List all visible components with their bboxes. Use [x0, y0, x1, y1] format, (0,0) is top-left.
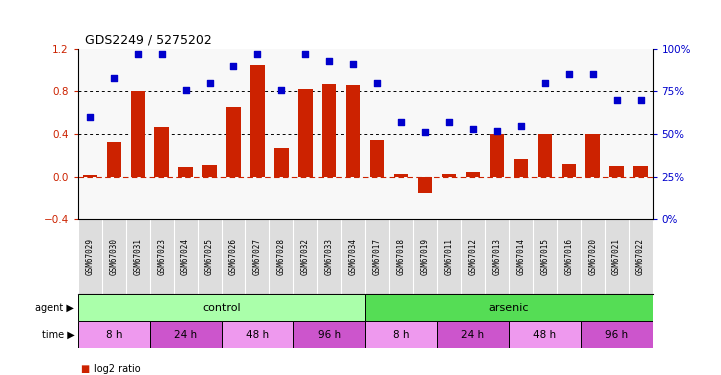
Bar [221, 321, 293, 348]
Point [84, 114, 96, 120]
Bar [513, 159, 528, 177]
Bar [490, 134, 504, 177]
Point [634, 97, 646, 103]
Text: GSM67023: GSM67023 [157, 238, 166, 275]
Text: agent ▶: agent ▶ [35, 303, 74, 313]
Point [539, 80, 551, 86]
Point [180, 87, 191, 93]
Bar [370, 141, 384, 177]
Text: GSM67024: GSM67024 [181, 238, 190, 275]
Bar [609, 166, 624, 177]
Text: GSM67028: GSM67028 [277, 238, 286, 275]
Bar [298, 89, 312, 177]
Text: 48 h: 48 h [534, 330, 557, 340]
Text: GSM67032: GSM67032 [301, 238, 310, 275]
Text: GSM67033: GSM67033 [324, 238, 334, 275]
Bar [633, 166, 647, 177]
Point [156, 51, 167, 57]
Bar [365, 321, 437, 348]
Point [515, 123, 526, 129]
Bar [509, 321, 580, 348]
Point [275, 87, 287, 93]
Bar [274, 148, 288, 177]
Point [348, 61, 359, 67]
Text: GSM67019: GSM67019 [420, 238, 430, 275]
Text: 8 h: 8 h [393, 330, 410, 340]
Bar [154, 127, 169, 177]
Text: time ▶: time ▶ [42, 330, 74, 340]
Text: arsenic: arsenic [489, 303, 529, 313]
Text: GSM67015: GSM67015 [540, 238, 549, 275]
Text: 96 h: 96 h [318, 330, 341, 340]
Text: GSM67017: GSM67017 [373, 238, 381, 275]
Text: GSM67029: GSM67029 [85, 238, 94, 275]
Text: GSM67018: GSM67018 [397, 238, 406, 275]
Text: GSM67016: GSM67016 [565, 238, 573, 275]
Text: 8 h: 8 h [105, 330, 122, 340]
Bar [150, 321, 221, 348]
Text: GSM67030: GSM67030 [110, 238, 118, 275]
Text: control: control [202, 303, 241, 313]
Point [491, 128, 503, 134]
Point [204, 80, 216, 86]
Bar [226, 107, 241, 177]
Bar [78, 321, 150, 348]
Text: GSM67034: GSM67034 [349, 238, 358, 275]
Bar [365, 294, 653, 321]
Bar [322, 84, 337, 177]
Point [299, 51, 311, 57]
Text: GSM67027: GSM67027 [253, 238, 262, 275]
Bar [107, 141, 121, 177]
Text: GSM67014: GSM67014 [516, 238, 526, 275]
Point [563, 71, 575, 77]
Text: GSM67021: GSM67021 [612, 238, 621, 275]
Point [395, 119, 407, 125]
Text: ■: ■ [80, 364, 89, 374]
Point [371, 80, 383, 86]
Bar [442, 174, 456, 177]
Text: 48 h: 48 h [246, 330, 269, 340]
Point [587, 71, 598, 77]
Bar [250, 65, 265, 177]
Point [467, 126, 479, 132]
Text: GSM67025: GSM67025 [205, 238, 214, 275]
Bar [418, 177, 432, 193]
Bar [293, 321, 366, 348]
Point [324, 58, 335, 64]
Point [108, 75, 120, 81]
Text: 96 h: 96 h [605, 330, 628, 340]
Bar [78, 294, 365, 321]
Point [443, 119, 455, 125]
Bar [178, 167, 193, 177]
Bar [466, 172, 480, 177]
Text: GSM67012: GSM67012 [469, 238, 477, 275]
Point [252, 51, 263, 57]
Bar [346, 85, 360, 177]
Point [228, 63, 239, 69]
Bar [131, 92, 145, 177]
Text: 24 h: 24 h [174, 330, 197, 340]
Text: GSM67013: GSM67013 [492, 238, 501, 275]
Point [420, 129, 431, 135]
Bar [203, 165, 217, 177]
Bar [585, 134, 600, 177]
Bar [562, 164, 576, 177]
Text: log2 ratio: log2 ratio [94, 364, 141, 374]
Text: GSM67026: GSM67026 [229, 238, 238, 275]
Bar [83, 175, 97, 177]
Text: 24 h: 24 h [461, 330, 485, 340]
Bar [437, 321, 509, 348]
Bar [538, 134, 552, 177]
Text: GSM67020: GSM67020 [588, 238, 597, 275]
Text: GSM67011: GSM67011 [444, 238, 454, 275]
Bar [580, 321, 653, 348]
Bar [394, 174, 408, 177]
Point [132, 51, 143, 57]
Text: GSM67022: GSM67022 [636, 238, 645, 275]
Point [611, 97, 622, 103]
Text: GDS2249 / 5275202: GDS2249 / 5275202 [85, 34, 212, 47]
Text: GSM67031: GSM67031 [133, 238, 142, 275]
